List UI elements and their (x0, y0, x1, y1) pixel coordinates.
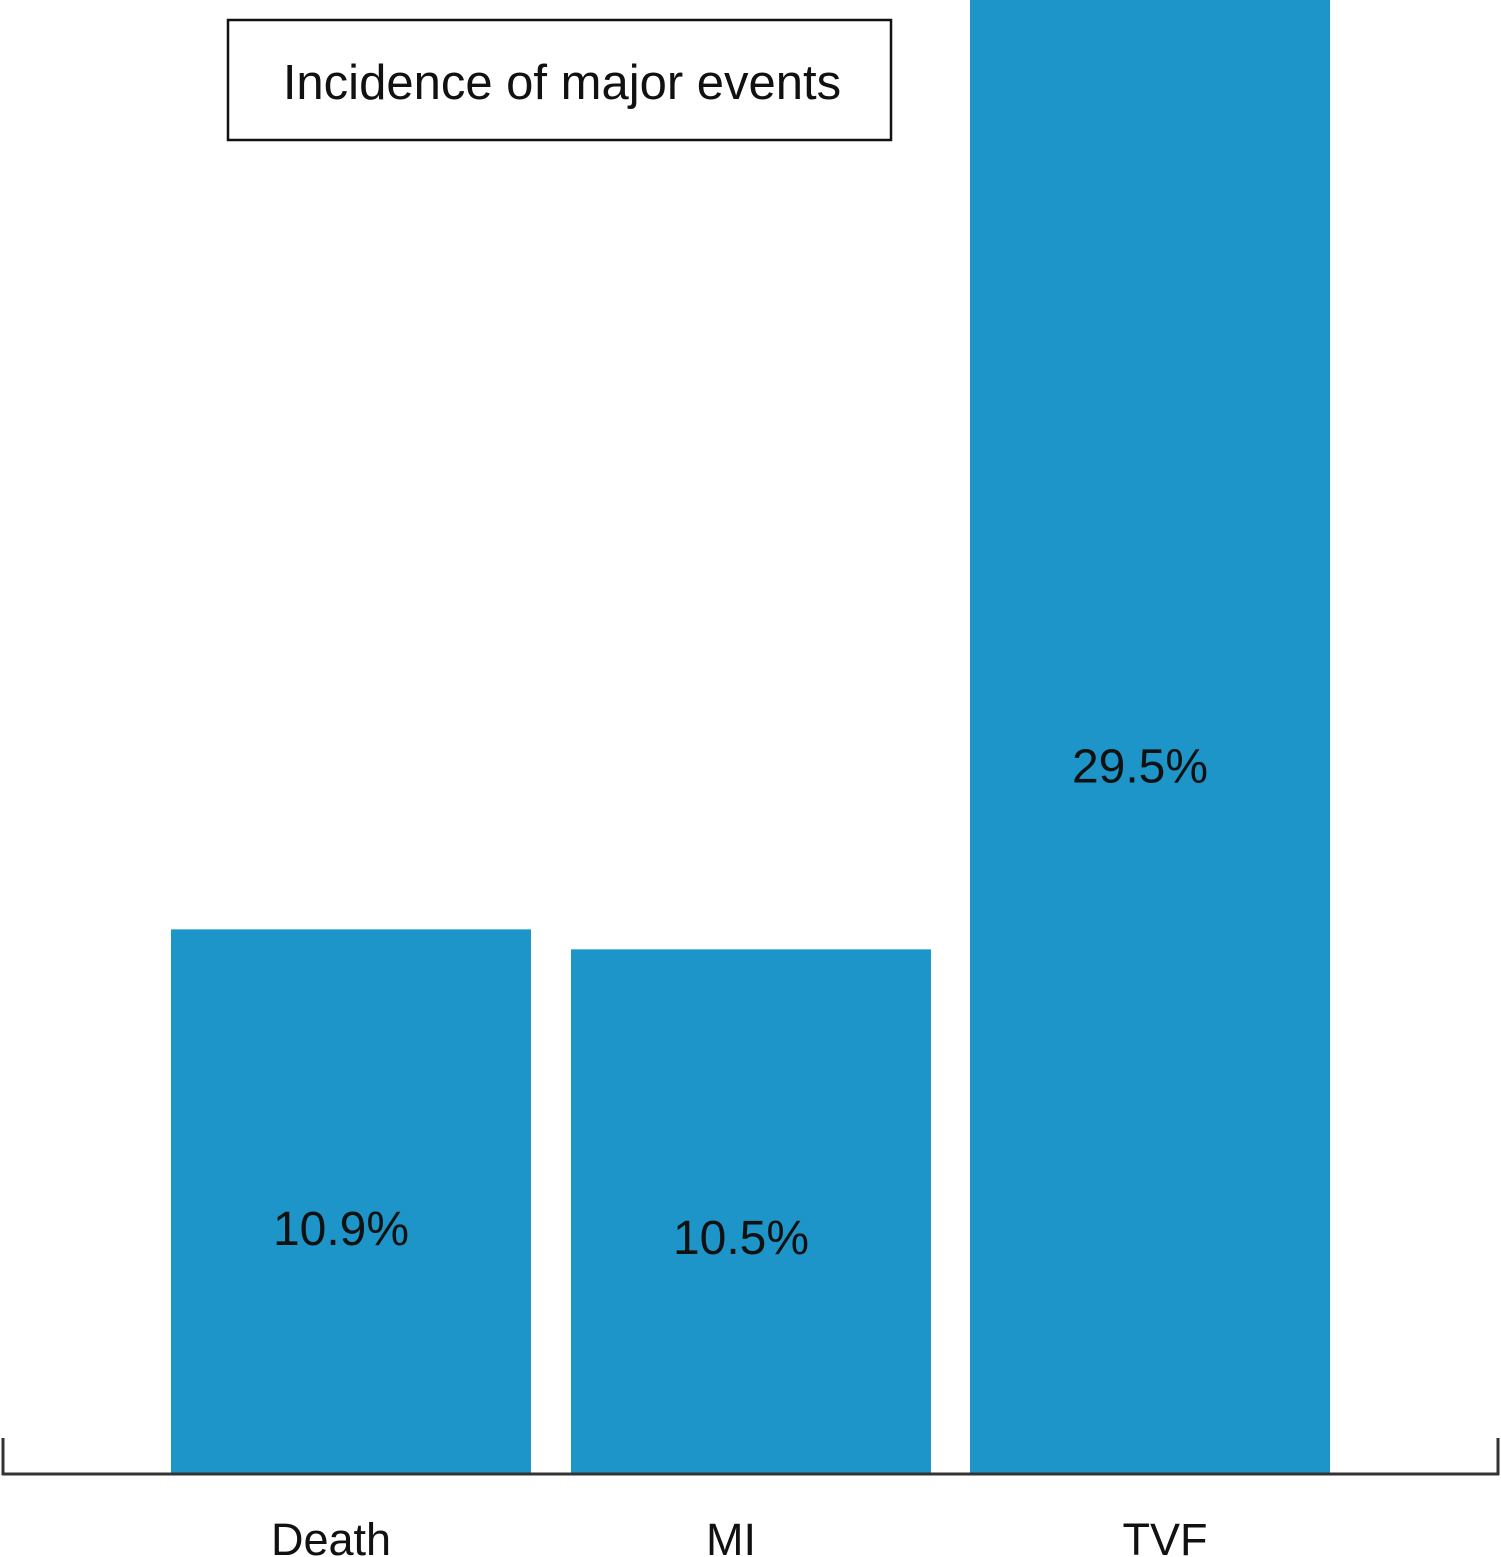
x-tick-label-death: Death (271, 1514, 391, 1557)
x-tick-label-mi: MI (706, 1514, 756, 1557)
bar-death (171, 929, 531, 1474)
bar-tvf (970, 0, 1330, 1474)
chart-title: Incidence of major events (283, 56, 841, 110)
data-label-death: 10.9% (273, 1203, 409, 1256)
bar-mi (571, 949, 931, 1474)
x-axis (1, 1438, 1500, 1476)
x-tick-label-tvf: TVF (1123, 1514, 1208, 1557)
data-label-mi: 10.5% (673, 1212, 809, 1265)
bars-layer (171, 0, 1330, 1474)
data-label-tvf: 29.5% (1072, 740, 1208, 793)
labels-layer: 10.9% Death 10.5% MI 29.5% TVF (271, 740, 1208, 1557)
title-frame (226, 18, 893, 142)
chart-title-box: Incidence of major events (226, 18, 893, 142)
